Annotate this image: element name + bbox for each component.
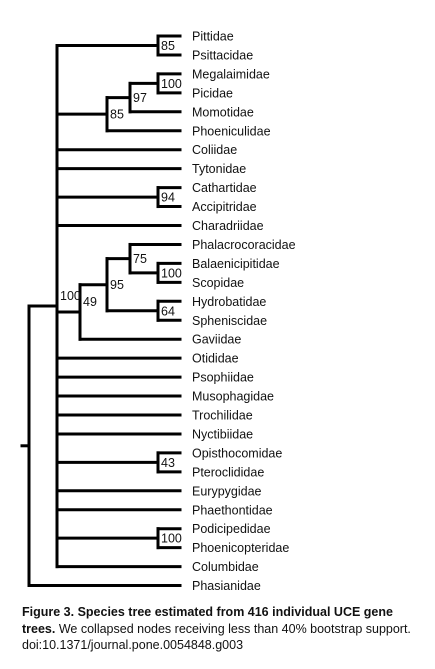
taxon-label: Opisthocomidae <box>192 446 282 460</box>
taxon-label: Otididae <box>192 352 239 366</box>
taxon-label: Pteroclididae <box>192 465 264 479</box>
bootstrap-label: 100 <box>161 532 182 546</box>
bootstrap-label: 64 <box>161 304 175 318</box>
taxon-label: Phasianidae <box>192 579 261 593</box>
taxon-label: Psittacidae <box>192 48 253 62</box>
bootstrap-label: 85 <box>161 39 175 53</box>
bootstrap-label: 97 <box>133 91 147 105</box>
taxon-label: Podicipedidae <box>192 522 271 536</box>
taxon-label: Megalaimidae <box>192 67 270 81</box>
taxon-label: Eurypygidae <box>192 484 262 498</box>
taxon-label: Phaethontidae <box>192 503 273 517</box>
taxon-label: Phoeniculidae <box>192 124 271 138</box>
taxon-label: Accipitridae <box>192 200 257 214</box>
taxon-label: Trochilidae <box>192 409 253 423</box>
taxon-label: Psophiidae <box>192 371 254 385</box>
bootstrap-label: 94 <box>161 191 175 205</box>
taxon-label: Momotidae <box>192 105 254 119</box>
bootstrap-label: 95 <box>110 278 124 292</box>
taxon-label: Balaenicipitidae <box>192 257 280 271</box>
taxon-label: Picidae <box>192 86 233 100</box>
taxon-label: Musophagidae <box>192 390 274 404</box>
taxon-label: Gaviidae <box>192 333 241 347</box>
taxon-label: Columbidae <box>192 560 259 574</box>
taxon-label: Cathartidae <box>192 181 257 195</box>
taxon-label: Tytonidae <box>192 162 246 176</box>
caption-body: We collapsed nodes receiving less than 4… <box>58 621 411 636</box>
taxon-label: Phalacrocoracidae <box>192 238 296 252</box>
bootstrap-label: 100 <box>161 266 182 280</box>
figure-caption: Figure 3. Species tree estimated from 41… <box>22 604 427 654</box>
bootstrap-label: 49 <box>83 295 97 309</box>
species-tree: Pittidae Psittacidae Megalaimidae Picidae Mo… <box>20 30 296 593</box>
taxon-label: Phoenicopteridae <box>192 541 289 555</box>
bootstrap-label: 85 <box>110 108 124 122</box>
taxon-label: Scopidae <box>192 276 244 290</box>
bootstrap-label: 100 <box>60 289 81 303</box>
taxon-label: Coliidae <box>192 143 237 157</box>
taxon-label: Pittidae <box>192 30 234 44</box>
bootstrap-label: 100 <box>161 77 182 91</box>
caption-title: Figure 3. Species tree estimated from 41… <box>22 605 393 636</box>
taxon-label: Nyctibiidae <box>192 427 253 441</box>
taxon-label: Hydrobatidae <box>192 295 266 309</box>
taxon-label: Spheniscidae <box>192 314 267 328</box>
bootstrap-label: 75 <box>133 252 147 266</box>
bootstrap-label: 43 <box>161 456 175 470</box>
taxon-label: Charadriidae <box>192 219 264 233</box>
caption-doi: doi:10.1371/journal.pone.0054848.g003 <box>22 638 244 652</box>
